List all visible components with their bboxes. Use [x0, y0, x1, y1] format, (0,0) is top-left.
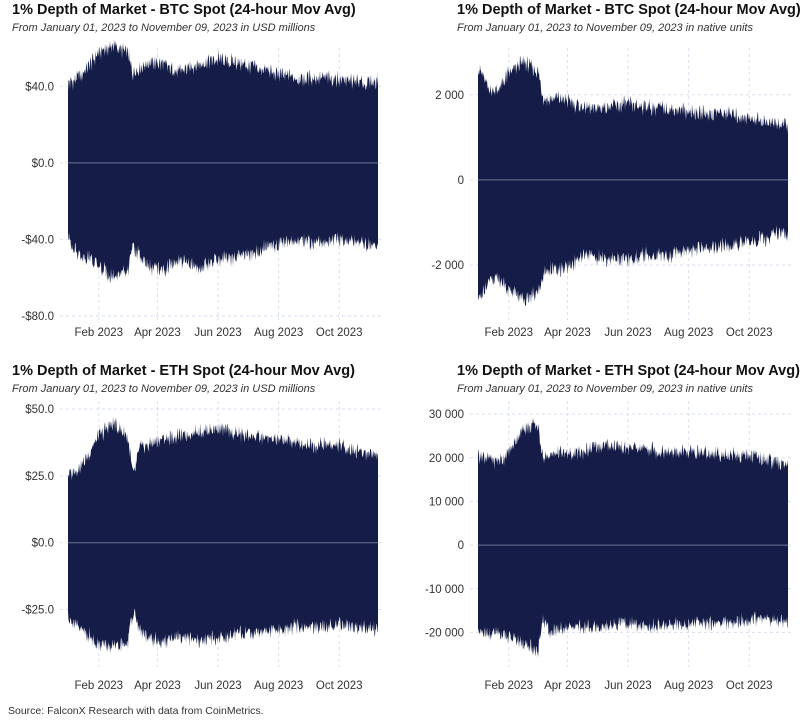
btc-usd-depth-chart: $40.0 $0.0 -$40.0 -$80.0 Feb 2023 Apr 2023 Jun… — [21, 39, 384, 339]
btc-native-depth-chart: 2 000 0 -2 000 Feb 2023 Apr 2023 Jun 2023 Aug … — [431, 48, 794, 339]
y-tick-label: $0.0 — [32, 538, 54, 550]
chart-subtitle: From January 01, 2023 to November 09, 20… — [457, 22, 753, 34]
chart-subtitle: From January 01, 2023 to November 09, 20… — [12, 22, 316, 34]
x-tick-label: Feb 2023 — [74, 680, 123, 692]
y-tick-label: 20 000 — [429, 453, 464, 465]
x-tick-label: Oct 2023 — [726, 680, 773, 692]
y-tick-label: -10 000 — [425, 584, 464, 596]
x-tick-label: Oct 2023 — [316, 327, 363, 339]
y-tick-label: -$25.0 — [21, 605, 54, 617]
x-tick-label: Oct 2023 — [316, 680, 363, 692]
y-tick-label: 0 — [458, 175, 464, 187]
x-tick-label: Jun 2023 — [604, 327, 651, 339]
panel-eth-native: 1% Depth of Market - ETH Spot (24-hour M… — [405, 361, 810, 716]
y-tick-label: -$80.0 — [21, 311, 54, 323]
x-tick-label: Aug 2023 — [664, 327, 713, 339]
x-tick-label: Oct 2023 — [726, 327, 773, 339]
x-tick-label: Feb 2023 — [484, 327, 533, 339]
chart-subtitle: From January 01, 2023 to November 09, 20… — [457, 383, 753, 395]
chart-subtitle: From January 01, 2023 to November 09, 20… — [12, 383, 316, 395]
depth-area — [68, 416, 378, 654]
y-tick-label: $40.0 — [25, 81, 54, 93]
x-tick-label: Apr 2023 — [134, 680, 181, 692]
x-tick-label: Jun 2023 — [194, 327, 241, 339]
y-tick-label: $50.0 — [25, 404, 54, 416]
y-tick-label: 10 000 — [429, 496, 464, 508]
panel-btc-native: 1% Depth of Market - BTC Spot (24-hour M… — [405, 0, 810, 355]
x-tick-label: Feb 2023 — [74, 327, 123, 339]
y-tick-label: 30 000 — [429, 409, 464, 421]
x-tick-label: Feb 2023 — [484, 680, 533, 692]
chart-title: 1% Depth of Market - BTC Spot (24-hour M… — [457, 2, 801, 18]
x-tick-label: Jun 2023 — [194, 680, 241, 692]
y-tick-label: 0 — [458, 540, 464, 552]
panel-btc-usd: 1% Depth of Market - BTC Spot (24-hour M… — [0, 0, 405, 355]
depth-area — [478, 55, 788, 307]
x-tick-label: Aug 2023 — [254, 680, 303, 692]
x-tick-label: Apr 2023 — [134, 327, 181, 339]
eth-native-depth-chart: 30 000 20 000 10 000 0 -10 000 -20 000 Feb 202… — [425, 401, 794, 692]
x-tick-label: Apr 2023 — [544, 680, 591, 692]
x-tick-label: Jun 2023 — [604, 680, 651, 692]
chart-title: 1% Depth of Market - ETH Spot (24-hour M… — [457, 363, 800, 379]
source-note: Source: FalconX Research with data from … — [8, 705, 264, 717]
x-tick-label: Aug 2023 — [664, 680, 713, 692]
depth-area — [478, 418, 788, 658]
y-tick-label: -20 000 — [425, 627, 464, 639]
chart-title: 1% Depth of Market - ETH Spot (24-hour M… — [12, 363, 355, 379]
panel-eth-usd: 1% Depth of Market - ETH Spot (24-hour M… — [0, 361, 405, 716]
x-tick-label: Apr 2023 — [544, 327, 591, 339]
x-tick-label: Aug 2023 — [254, 327, 303, 339]
y-tick-label: 2 000 — [435, 90, 464, 102]
y-tick-label: -2 000 — [431, 260, 464, 272]
y-tick-label: $0.0 — [32, 158, 54, 170]
depth-area — [68, 39, 378, 283]
y-tick-label: $25.0 — [25, 471, 54, 483]
chart-title: 1% Depth of Market - BTC Spot (24-hour M… — [12, 2, 356, 18]
y-tick-label: -$40.0 — [21, 234, 54, 246]
eth-usd-depth-chart: $50.0 $25.0 $0.0 -$25.0 Feb 2023 Apr 2023 Jun … — [21, 401, 384, 692]
